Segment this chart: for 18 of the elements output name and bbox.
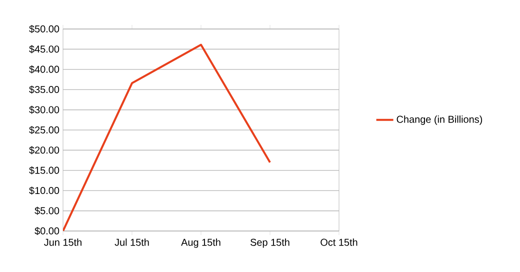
x-tick-label: Sep 15th [250, 238, 290, 248]
y-tick-label: $35.00 [29, 86, 60, 94]
y-tick-label: $10.00 [29, 186, 60, 195]
y-tick-label: $45.00 [29, 45, 60, 54]
y-tick-label: $25.00 [29, 126, 60, 134]
x-tick-label: Aug 15th [181, 238, 220, 248]
y-tick-label: $30.00 [29, 106, 60, 114]
y-tick-label: $20.00 [29, 146, 60, 154]
x-tick-label: Jun 15th [44, 238, 82, 246]
line-series [63, 44, 271, 231]
y-tick-label: $15.00 [29, 166, 60, 174]
legend-label: Change (in Billions) [396, 116, 482, 125]
x-tick-label: Oct 15th [320, 238, 358, 246]
y-tick-label: $0.00 [34, 226, 60, 236]
x-tick-label: Jul 15th [114, 238, 149, 246]
y-tick-label: $5.00 [34, 206, 60, 215]
y-tick-label: $40.00 [29, 65, 60, 74]
y-tick-label: $50.00 [29, 24, 60, 34]
